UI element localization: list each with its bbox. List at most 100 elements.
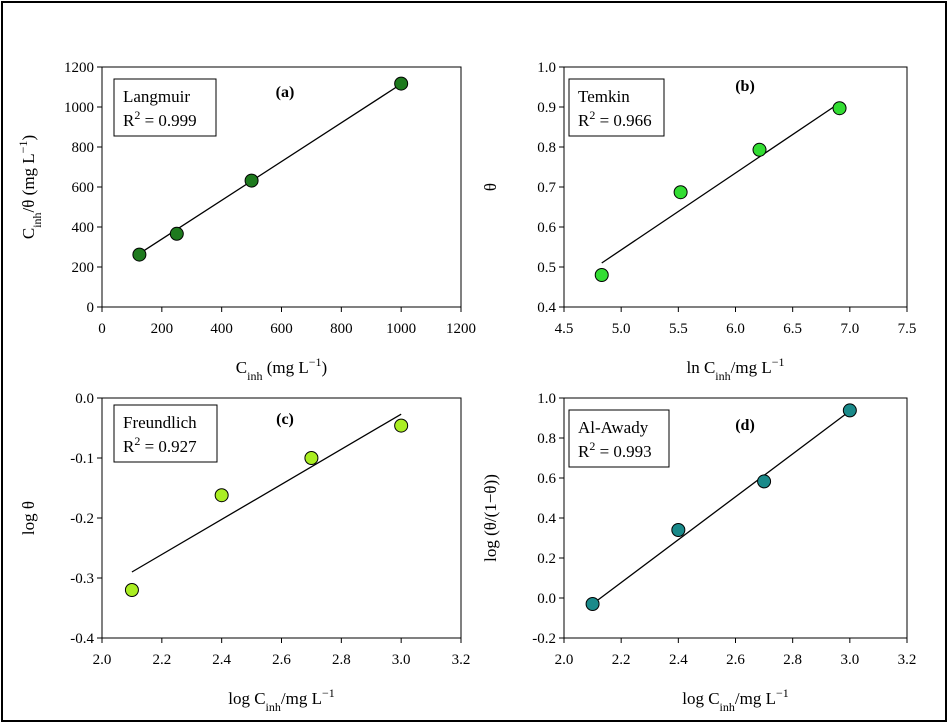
y-axis-label: Cinh/θ (mg L−1) [16,135,44,239]
data-point [594,268,609,282]
x-axis-label: log Cinh/mg L−1 [228,686,335,714]
y-axis-label: log (θ/(1−θ)) [481,474,500,562]
data-point [673,185,688,200]
y-tick-label: -0.2 [532,631,556,647]
chart-panel-b: 4.5 5.0 5.5 6.0 6.5 7.0 7.5 0.4 0.5 0.6 0.7 0.8 0.9 1… [481,60,916,383]
legend-r-squared: R2 = 0.966 [578,108,652,130]
x-tick-label: 2.4 [212,652,231,668]
y-tick-label: 0.8 [537,431,556,447]
x-tick-label: 3.0 [392,652,411,668]
y-tick-label: 1200 [64,60,94,76]
legend: Freundlich R2 = 0.927 [113,404,218,463]
y-tick-label: 1.0 [537,391,556,407]
x-axis-label: ln Cinh/mg L−1 [686,355,784,383]
x-tick-label: 5.0 [612,321,631,337]
data-point [752,142,767,157]
y-tick-label: 1.0 [537,60,556,76]
chart-panel-c: 2.0 2.2 2.4 2.6 2.8 3.0 3.2 -0.4 -0.3 -0.2 -0.1 0.0… [19,391,470,714]
y-tick-label: -0.3 [70,571,94,587]
data-point [304,451,319,465]
data-point [132,247,147,262]
panel-label: (a) [276,84,295,101]
x-tick-label: 2.0 [93,652,112,668]
y-tick-label: 0.0 [537,591,556,607]
x-tick-label: 2.6 [726,652,745,668]
legend: Al-Awady R2 = 0.993 [568,409,670,468]
y-tick-label: -0.2 [70,511,94,527]
panel-label: (b) [735,78,755,95]
panel-label: (d) [735,417,755,434]
legend-r-squared: R2 = 0.999 [123,108,197,130]
x-tick-label: 7.5 [898,321,917,337]
y-tick-label: 1000 [64,100,94,116]
x-tick-label: 3.2 [898,652,917,668]
y-tick-label: 0.6 [537,220,556,236]
x-tick-label: 2.8 [332,652,351,668]
y-tick-label: 800 [72,140,95,156]
x-tick-label: 5.5 [669,321,688,337]
x-tick-label: 6.5 [783,321,802,337]
data-point [214,488,229,503]
data-point [585,597,600,611]
x-tick-label: 6.0 [726,321,745,337]
legend-box [113,404,218,463]
y-tick-label: 0.0 [75,391,94,407]
legend-r-squared: R2 = 0.993 [578,439,652,461]
legend-model-name: Al-Awady [578,418,649,437]
y-tick-label: 0.8 [537,140,556,156]
y-tick-label: 0 [87,300,95,316]
y-tick-label: 0.7 [537,180,556,196]
x-tick-label: 2.2 [152,652,171,668]
x-tick-label: 1000 [386,321,416,337]
x-tick-label: 3.0 [840,652,859,668]
legend-box [113,78,217,137]
x-tick-label: 2.6 [272,652,291,668]
y-tick-label: 400 [72,220,95,236]
x-tick-label: 2.0 [555,652,574,668]
x-tick-label: 600 [270,321,293,337]
y-tick-label: 0.4 [537,511,556,527]
data-point [832,101,847,116]
y-tick-label: 200 [72,260,95,276]
x-tick-label: 1200 [446,321,476,337]
x-tick-label: 2.8 [783,652,802,668]
y-tick-label: -0.4 [70,631,94,647]
fit-line [131,413,402,573]
y-tick-label: -0.1 [70,451,94,467]
legend-r-squared: R2 = 0.927 [123,434,197,456]
y-tick-label: 600 [72,180,95,196]
legend-model-name: Temkin [578,87,630,106]
y-tick-label: 0.9 [537,100,556,116]
x-axis-label: log Cinh/mg L−1 [682,686,789,714]
x-tick-label: 400 [210,321,233,337]
x-tick-label: 2.4 [669,652,688,668]
fit-line [601,102,840,264]
chart-panel-a: 0 200 400 600 800 1000 1200 0 200 400 600 800 1000 12… [16,60,476,383]
x-tick-label: 0 [98,321,106,337]
y-axis-label: θ [481,183,500,191]
data-point [757,474,772,489]
chart-panel-d: 2.0 2.2 2.4 2.6 2.8 3.0 3.2 -0.2 0.0 0.2 0.4 0.6 0.8… [481,391,916,714]
fit-line [592,410,851,605]
legend-model-name: Langmuir [123,87,190,106]
data-point [842,403,857,418]
data-point [169,226,184,241]
y-tick-label: 0.6 [537,471,556,487]
x-tick-label: 3.2 [452,652,471,668]
x-tick-label: 7.0 [840,321,859,337]
data-point [394,418,409,433]
y-tick-label: 0.2 [537,551,556,567]
data-point [394,76,409,91]
data-point [244,173,259,188]
legend-model-name: Freundlich [123,413,197,432]
y-axis-label: log θ [19,501,38,535]
x-tick-label: 2.2 [612,652,631,668]
fit-line [137,83,402,256]
y-tick-label: 0.5 [537,260,556,276]
legend: Langmuir R2 = 0.999 [113,78,217,137]
panel-label: (c) [276,411,294,428]
data-point [671,523,686,537]
legend-box [568,78,665,137]
x-tick-label: 200 [151,321,174,337]
